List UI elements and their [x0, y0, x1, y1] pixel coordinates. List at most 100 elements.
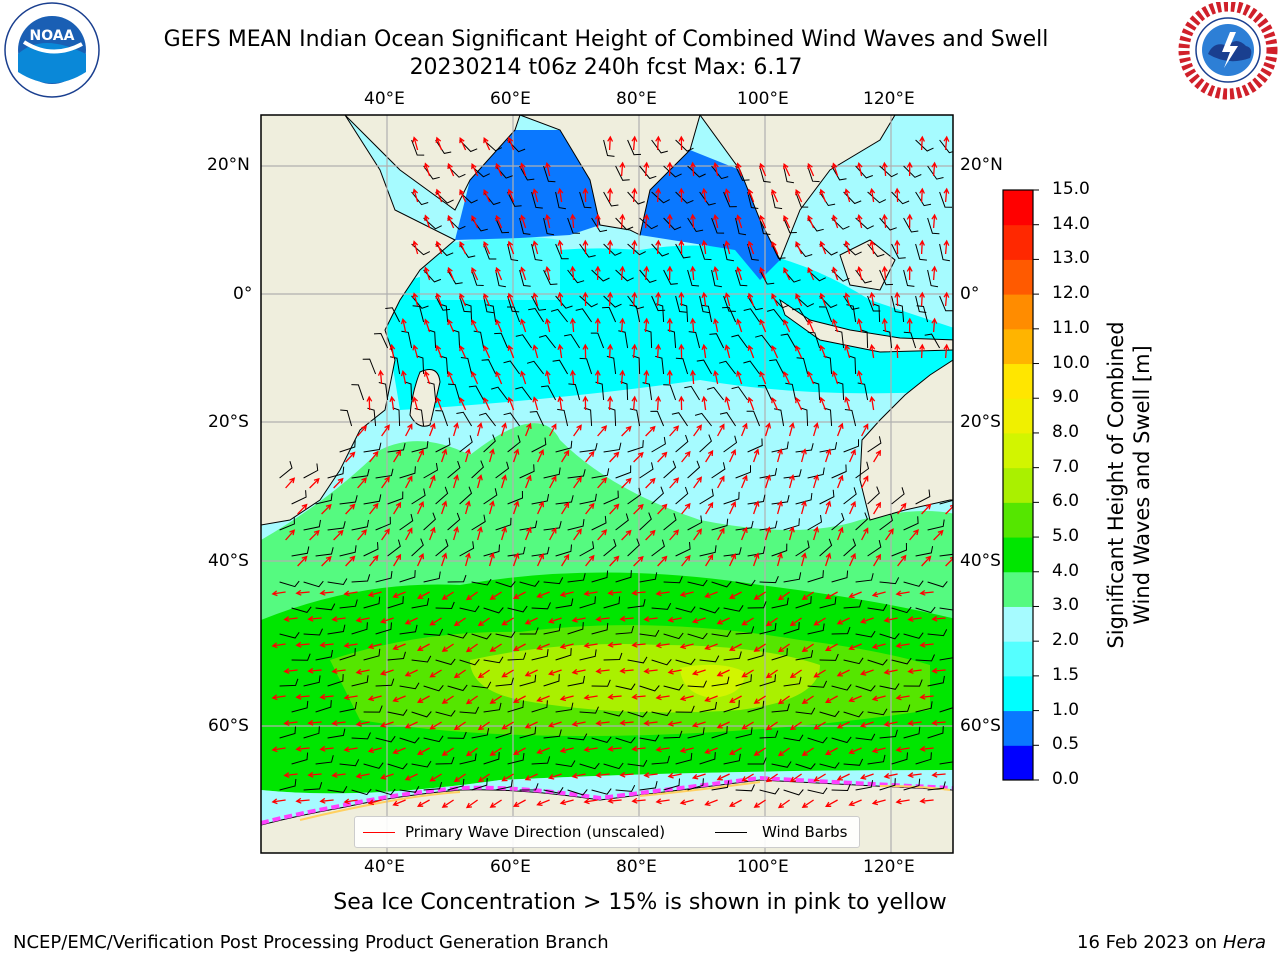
wave-direction-arrow — [532, 188, 539, 203]
wind-barb — [627, 139, 642, 156]
wave-direction-arrow — [495, 370, 503, 385]
wave-direction-arrow — [392, 695, 406, 703]
wind-barb — [627, 191, 645, 205]
wind-barb — [603, 191, 619, 207]
wave-direction-arrow — [690, 317, 696, 333]
wave-direction-arrow — [532, 240, 539, 255]
wind-barb — [627, 440, 644, 453]
wave-direction-arrow — [777, 799, 790, 809]
wind-barb — [543, 623, 561, 635]
wave-direction-arrow — [860, 721, 874, 728]
wind-barb — [603, 596, 621, 609]
wind-barb — [807, 787, 828, 795]
wave-direction-arrow — [897, 554, 907, 567]
wind-barb — [507, 306, 521, 323]
wind-barb — [675, 752, 693, 765]
wave-direction-arrow — [655, 798, 670, 805]
wind-barb — [447, 269, 463, 285]
wind-barb — [362, 358, 377, 375]
wave-direction-arrow — [536, 643, 550, 651]
wave-direction-arrow — [440, 552, 448, 567]
wave-direction-arrow — [536, 591, 550, 599]
wind-barb — [411, 711, 432, 718]
wave-direction-arrow — [712, 265, 719, 281]
wind-barb — [747, 243, 759, 261]
wave-direction-arrow — [569, 317, 576, 333]
wave-direction-arrow — [679, 695, 694, 702]
wind-barb — [411, 488, 426, 505]
wave-direction-arrow — [453, 721, 466, 731]
wave-direction-arrow — [836, 526, 844, 541]
wind-barb — [855, 573, 874, 583]
wave-direction-arrow — [536, 747, 550, 755]
wave-direction-arrow — [343, 590, 358, 597]
wind-barb — [699, 607, 720, 614]
wave-direction-arrow — [883, 721, 898, 727]
top-lon-label: 80°E — [616, 89, 657, 109]
wind-barb — [759, 623, 777, 635]
wave-direction-arrow — [631, 395, 638, 411]
wave-direction-arrow — [895, 590, 910, 597]
wave-direction-arrow — [824, 448, 832, 463]
wave-direction-arrow — [495, 318, 503, 333]
wave-direction-arrow — [389, 343, 396, 359]
wave-direction-arrow — [297, 503, 308, 515]
wave-direction-arrow — [800, 552, 807, 567]
wind-barb — [836, 381, 845, 401]
wave-direction-arrow — [631, 187, 638, 203]
wind-barb — [303, 628, 323, 636]
wind-barb — [903, 331, 917, 349]
wave-direction-arrow — [753, 799, 766, 808]
wind-barb — [867, 708, 888, 716]
wind-barb — [618, 330, 629, 349]
wind-barb — [711, 676, 730, 687]
wave-direction-arrow — [569, 369, 576, 385]
wind-barb — [291, 700, 309, 713]
wave-direction-arrow — [701, 395, 708, 411]
wave-direction-arrow — [447, 318, 455, 333]
wind-barb — [495, 269, 506, 288]
wind-barb — [579, 357, 593, 375]
wind-barb — [723, 651, 742, 661]
right-lat-label: 20°N — [960, 155, 1003, 175]
wind-barb — [651, 486, 664, 505]
wave-direction-arrow — [789, 669, 802, 679]
wave-direction-arrow — [283, 772, 298, 779]
wind-barb — [541, 385, 557, 401]
wind-barb — [579, 493, 597, 505]
wind-barb — [591, 679, 611, 687]
wave-direction-arrow — [355, 720, 370, 727]
wind-barb — [663, 576, 683, 584]
wind-barb — [459, 658, 480, 666]
wind-barb — [491, 386, 508, 401]
wave-direction-arrow — [825, 799, 838, 807]
wave-direction-arrow — [906, 317, 913, 333]
wind-barb — [735, 520, 754, 531]
colorbar — [1002, 189, 1039, 781]
wave-direction-arrow — [729, 747, 742, 755]
wave-direction-arrow — [513, 643, 526, 651]
wave-direction-arrow — [549, 423, 557, 437]
wind-barb — [303, 782, 323, 791]
wave-direction-arrow — [441, 747, 454, 756]
wind-barb — [688, 331, 701, 349]
wave-direction-arrow — [573, 528, 582, 541]
colorbar-tick-label: 3.0 — [1052, 595, 1080, 616]
wind-barb — [783, 622, 800, 635]
wave-direction-arrow — [919, 187, 925, 203]
wave-direction-arrow — [333, 529, 344, 541]
wave-direction-arrow — [771, 240, 779, 255]
wave-direction-arrow — [631, 693, 646, 700]
wave-direction-arrow — [919, 641, 934, 648]
wind-barb — [639, 685, 660, 692]
wave-direction-arrow — [895, 642, 910, 649]
wave-direction-arrow — [559, 799, 574, 806]
wind-barb — [327, 466, 345, 479]
wave-direction-arrow — [595, 616, 610, 623]
wind-barb — [709, 333, 725, 349]
wind-barb — [927, 581, 948, 588]
wave-direction-arrow — [537, 448, 545, 463]
wave-direction-arrow — [931, 667, 946, 674]
wave-direction-arrow — [452, 474, 460, 489]
wind-barb — [843, 295, 860, 310]
